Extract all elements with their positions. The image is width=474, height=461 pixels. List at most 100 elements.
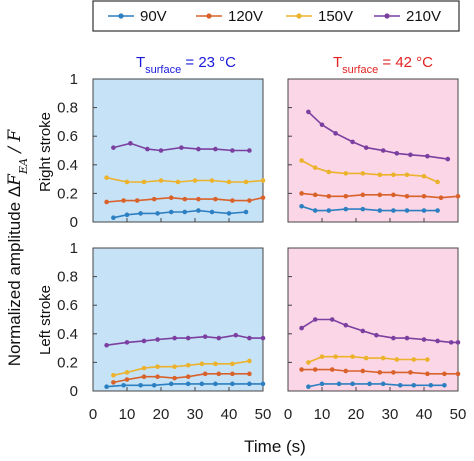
x-tick-label: 0 [284,406,292,423]
series-210v [104,332,266,348]
legend-label: 210V [406,8,441,25]
data-point [438,195,444,200]
data-point [329,317,335,322]
x-tick-label: 30 [187,406,204,423]
data-point [124,179,130,185]
data-point [172,335,177,341]
data-point [360,328,366,334]
column-title-hot: Tsurface = 42 °C [333,54,433,76]
series-line [113,360,250,377]
data-point [397,382,403,388]
data-point [151,382,157,388]
data-point [121,198,126,203]
data-point [209,178,215,183]
data-point [425,371,430,377]
data-point [326,169,332,175]
y-tick-label: 0.8 [57,100,78,117]
legend-item-90v: 90V [108,8,167,25]
data-point [299,191,304,196]
data-point [141,179,147,185]
data-point [141,365,147,371]
row-label-right-stroke: Right stroke [37,112,54,192]
data-point [319,122,325,128]
data-point [230,371,235,377]
data-point [104,384,109,390]
data-point [104,175,109,180]
data-point [230,381,235,387]
data-point [138,211,143,216]
series-90v [104,381,266,390]
data-point [209,209,215,215]
data-point [247,198,252,203]
x-tick-label: 50 [450,406,467,423]
x-tick-label: 10 [314,406,331,423]
data-point [155,364,160,369]
series-line [301,159,438,183]
legend: 90V 120V 150V 210V [92,0,460,32]
data-point [448,340,454,345]
series-line [301,205,438,212]
data-point [380,381,386,387]
data-point [226,179,232,185]
data-point [350,139,355,145]
data-point [404,208,410,213]
data-point [247,148,252,153]
data-point [350,354,355,359]
data-point [175,179,181,185]
panel-1: 0 0.2 0.4 0.6 0.8 1 [57,71,266,231]
data-point [196,146,201,152]
data-point [128,141,133,146]
column-title-cold: Tsurface = 23 °C [136,54,236,76]
row-label-left-stroke: Left stroke [37,285,54,355]
x-tick-label: 50 [255,406,272,423]
data-point [124,370,130,375]
data-point [360,192,366,198]
data-point [306,384,311,390]
legend-item-150v: 150V [286,8,353,25]
data-point [111,215,116,221]
data-point [343,368,349,374]
x-tick-label: 10 [119,406,136,423]
data-point [260,178,266,183]
data-point [435,338,440,344]
y-tick-label: 1 [70,71,78,88]
data-point [455,371,461,377]
data-point [435,208,440,213]
legend-swatch-marker [206,13,212,19]
series-line [113,209,247,219]
series-line [106,176,264,183]
data-point [326,193,332,199]
data-point [216,335,222,341]
data-point [411,357,417,362]
data-point [145,146,150,152]
x-tick-label: 40 [416,406,433,423]
data-point [124,340,130,345]
data-point [247,381,252,387]
data-point [319,354,325,359]
data-point [442,382,447,388]
data-point [326,208,332,213]
data-point [380,148,386,153]
x-tick-label: 40 [221,406,238,423]
data-point [404,172,410,178]
data-point [185,362,191,368]
data-point [179,145,184,150]
data-point [445,156,451,162]
data-point [233,332,239,338]
legend-label: 150V [318,8,353,25]
data-point [172,375,177,381]
data-point [134,198,140,203]
y-tick-label: 0.8 [57,269,78,286]
legend-swatch-marker [384,13,390,19]
series-90v [111,208,249,221]
data-point [260,195,266,200]
data-point [141,374,147,380]
data-point [421,337,427,342]
data-point [343,193,349,199]
series-120v [104,195,266,205]
data-point [394,151,400,156]
data-point [360,368,366,374]
data-point [226,211,232,216]
data-point [299,367,304,372]
legend-item-120v: 120V [196,8,263,25]
